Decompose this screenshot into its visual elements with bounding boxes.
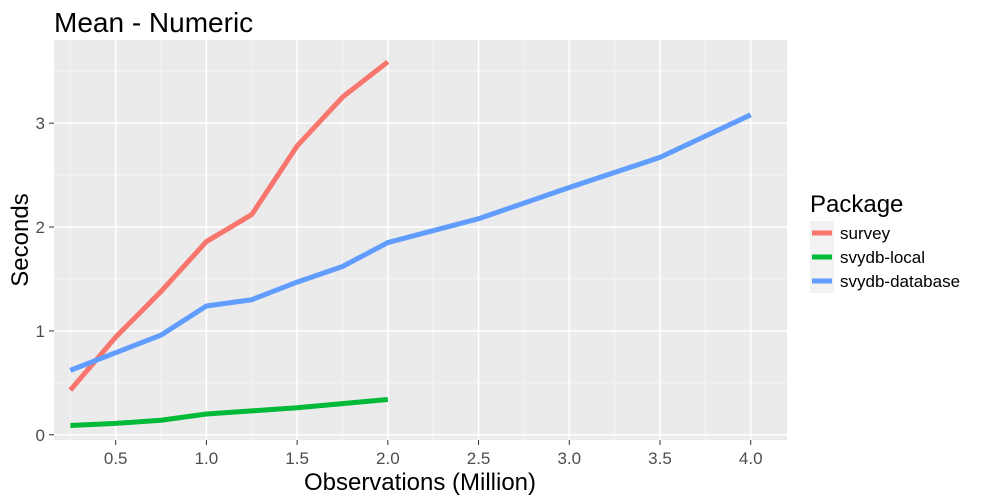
series-lines xyxy=(68,59,752,428)
chart-title: Mean - Numeric xyxy=(54,7,253,38)
series-line-svydb-local xyxy=(70,396,389,428)
legend-label: svydb-database xyxy=(840,272,960,291)
x-tick-label: 1.5 xyxy=(285,449,309,468)
grid-minor xyxy=(54,40,787,440)
x-tick-label: 3.0 xyxy=(557,449,581,468)
x-tick-label: 4.0 xyxy=(739,449,763,468)
y-tick-label: 3 xyxy=(36,114,45,133)
legend-label: survey xyxy=(840,224,891,243)
x-axis-ticks: 0.5 1.0 1.5 2.0 2.5 3.0 3.5 4.0 xyxy=(104,440,763,468)
plot-panel xyxy=(54,40,787,440)
x-tick-label: 1.0 xyxy=(195,449,219,468)
y-tick-label: 2 xyxy=(36,218,45,237)
y-tick-label: 1 xyxy=(36,322,45,341)
legend-label: svydb-local xyxy=(840,248,925,267)
x-tick-label: 2.0 xyxy=(376,449,400,468)
x-tick-label: 3.5 xyxy=(648,449,672,468)
legend: Package survey svydb-local svydb-database xyxy=(810,191,960,293)
series-line-survey xyxy=(68,59,390,392)
series-line-svydb-database xyxy=(69,112,752,373)
y-tick-label: 0 xyxy=(36,426,45,445)
x-axis-title: Observations (Million) xyxy=(304,469,536,496)
x-tick-label: 0.5 xyxy=(104,449,128,468)
legend-title: Package xyxy=(810,191,903,218)
y-axis-ticks: 0 1 2 3 xyxy=(36,114,54,445)
x-tick-label: 2.5 xyxy=(467,449,491,468)
y-axis-title: Seconds xyxy=(7,193,34,286)
